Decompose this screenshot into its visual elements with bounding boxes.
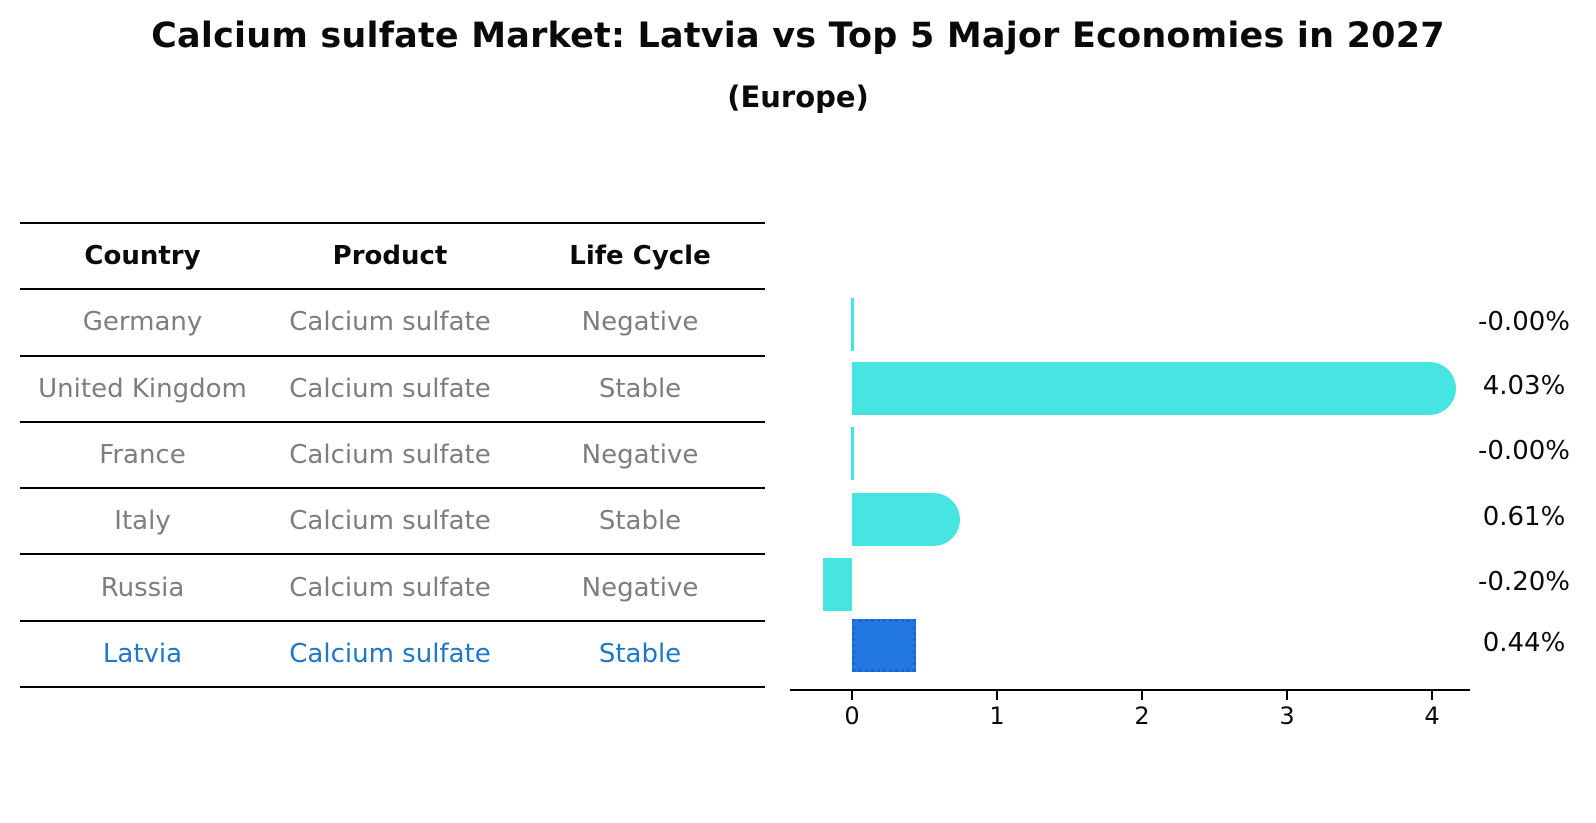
table-cell-product: Calcium sulfate (289, 440, 491, 471)
table-cell-life-cycle: Negative (581, 572, 699, 603)
x-axis-tick-2 (1140, 691, 1144, 700)
bar-united-kingdom (852, 361, 1457, 415)
bar-russia (823, 557, 852, 611)
x-axis-tick-label-2: 2 (1134, 702, 1150, 730)
table-cell-product: Calcium sulfate (289, 506, 491, 537)
value-label-germany: -0.00% (1478, 307, 1570, 337)
bar-germany (850, 297, 854, 351)
table-row-germany: Germany Calcium sulfate Negative (20, 288, 765, 354)
table-cell-life-cycle: Stable (598, 373, 682, 404)
x-axis-tick-1 (995, 691, 999, 700)
table-cell-product: Calcium sulfate (289, 638, 491, 669)
table-row-russia: Russia Calcium sulfate Negative (20, 553, 765, 619)
value-label-italy: 0.61% (1482, 502, 1566, 532)
chart-subtitle: (Europe) (727, 80, 869, 114)
table-cell-life-cycle: Negative (581, 440, 699, 471)
x-axis-tick-0 (850, 691, 854, 700)
table-cell-product: Calcium sulfate (289, 307, 491, 338)
x-axis-tick-label-4: 4 (1424, 702, 1440, 730)
table-header-life-cycle: Life Cycle (569, 241, 711, 272)
table-cell-life-cycle: Negative (581, 307, 699, 338)
chart-title: Calcium sulfate Market: Latvia vs Top 5 … (151, 16, 1445, 56)
table-header-country: Country (84, 241, 201, 272)
table-cell-country: Germany (82, 307, 203, 338)
x-axis-tick-label-0: 0 (844, 702, 860, 730)
table-cell-country: Italy (114, 506, 171, 537)
value-label-latvia: 0.44% (1482, 628, 1566, 658)
table-row-united-kingdom: United Kingdom Calcium sulfate Stable (20, 354, 765, 421)
value-label-france: -0.00% (1478, 436, 1570, 466)
table-cell-product: Calcium sulfate (289, 373, 491, 404)
table-cell-life-cycle: Stable (598, 506, 682, 537)
table-header-product: Product (332, 241, 448, 272)
x-axis-tick-3 (1285, 691, 1289, 700)
table-cell-country: Latvia (102, 638, 183, 669)
table-cell-country: Russia (100, 572, 185, 603)
country-table: Country Product Life Cycle Germany Calciu… (20, 222, 765, 689)
table-row-italy: Italy Calcium sulfate Stable (20, 487, 765, 553)
x-axis-line (790, 688, 1470, 691)
table-row-latvia: Latvia Calcium sulfate Stable (20, 619, 765, 686)
table-cell-product: Calcium sulfate (289, 572, 491, 603)
bar-italy (852, 492, 961, 546)
table-row-france: France Calcium sulfate Negative (20, 420, 765, 487)
table-cell-life-cycle: Stable (598, 638, 682, 669)
table-cell-country: France (99, 440, 186, 471)
x-axis-tick-4 (1430, 691, 1434, 700)
table-cell-country: United Kingdom (38, 373, 247, 404)
table-header-row: Country Product Life Cycle (20, 222, 765, 288)
value-label-united-kingdom: 4.03% (1482, 371, 1566, 401)
bar-france (850, 426, 854, 480)
x-axis-tick-label-1: 1 (989, 702, 1005, 730)
value-label-russia: -0.20% (1478, 567, 1570, 597)
bar-latvia (852, 618, 916, 672)
x-axis-tick-label-3: 3 (1279, 702, 1295, 730)
